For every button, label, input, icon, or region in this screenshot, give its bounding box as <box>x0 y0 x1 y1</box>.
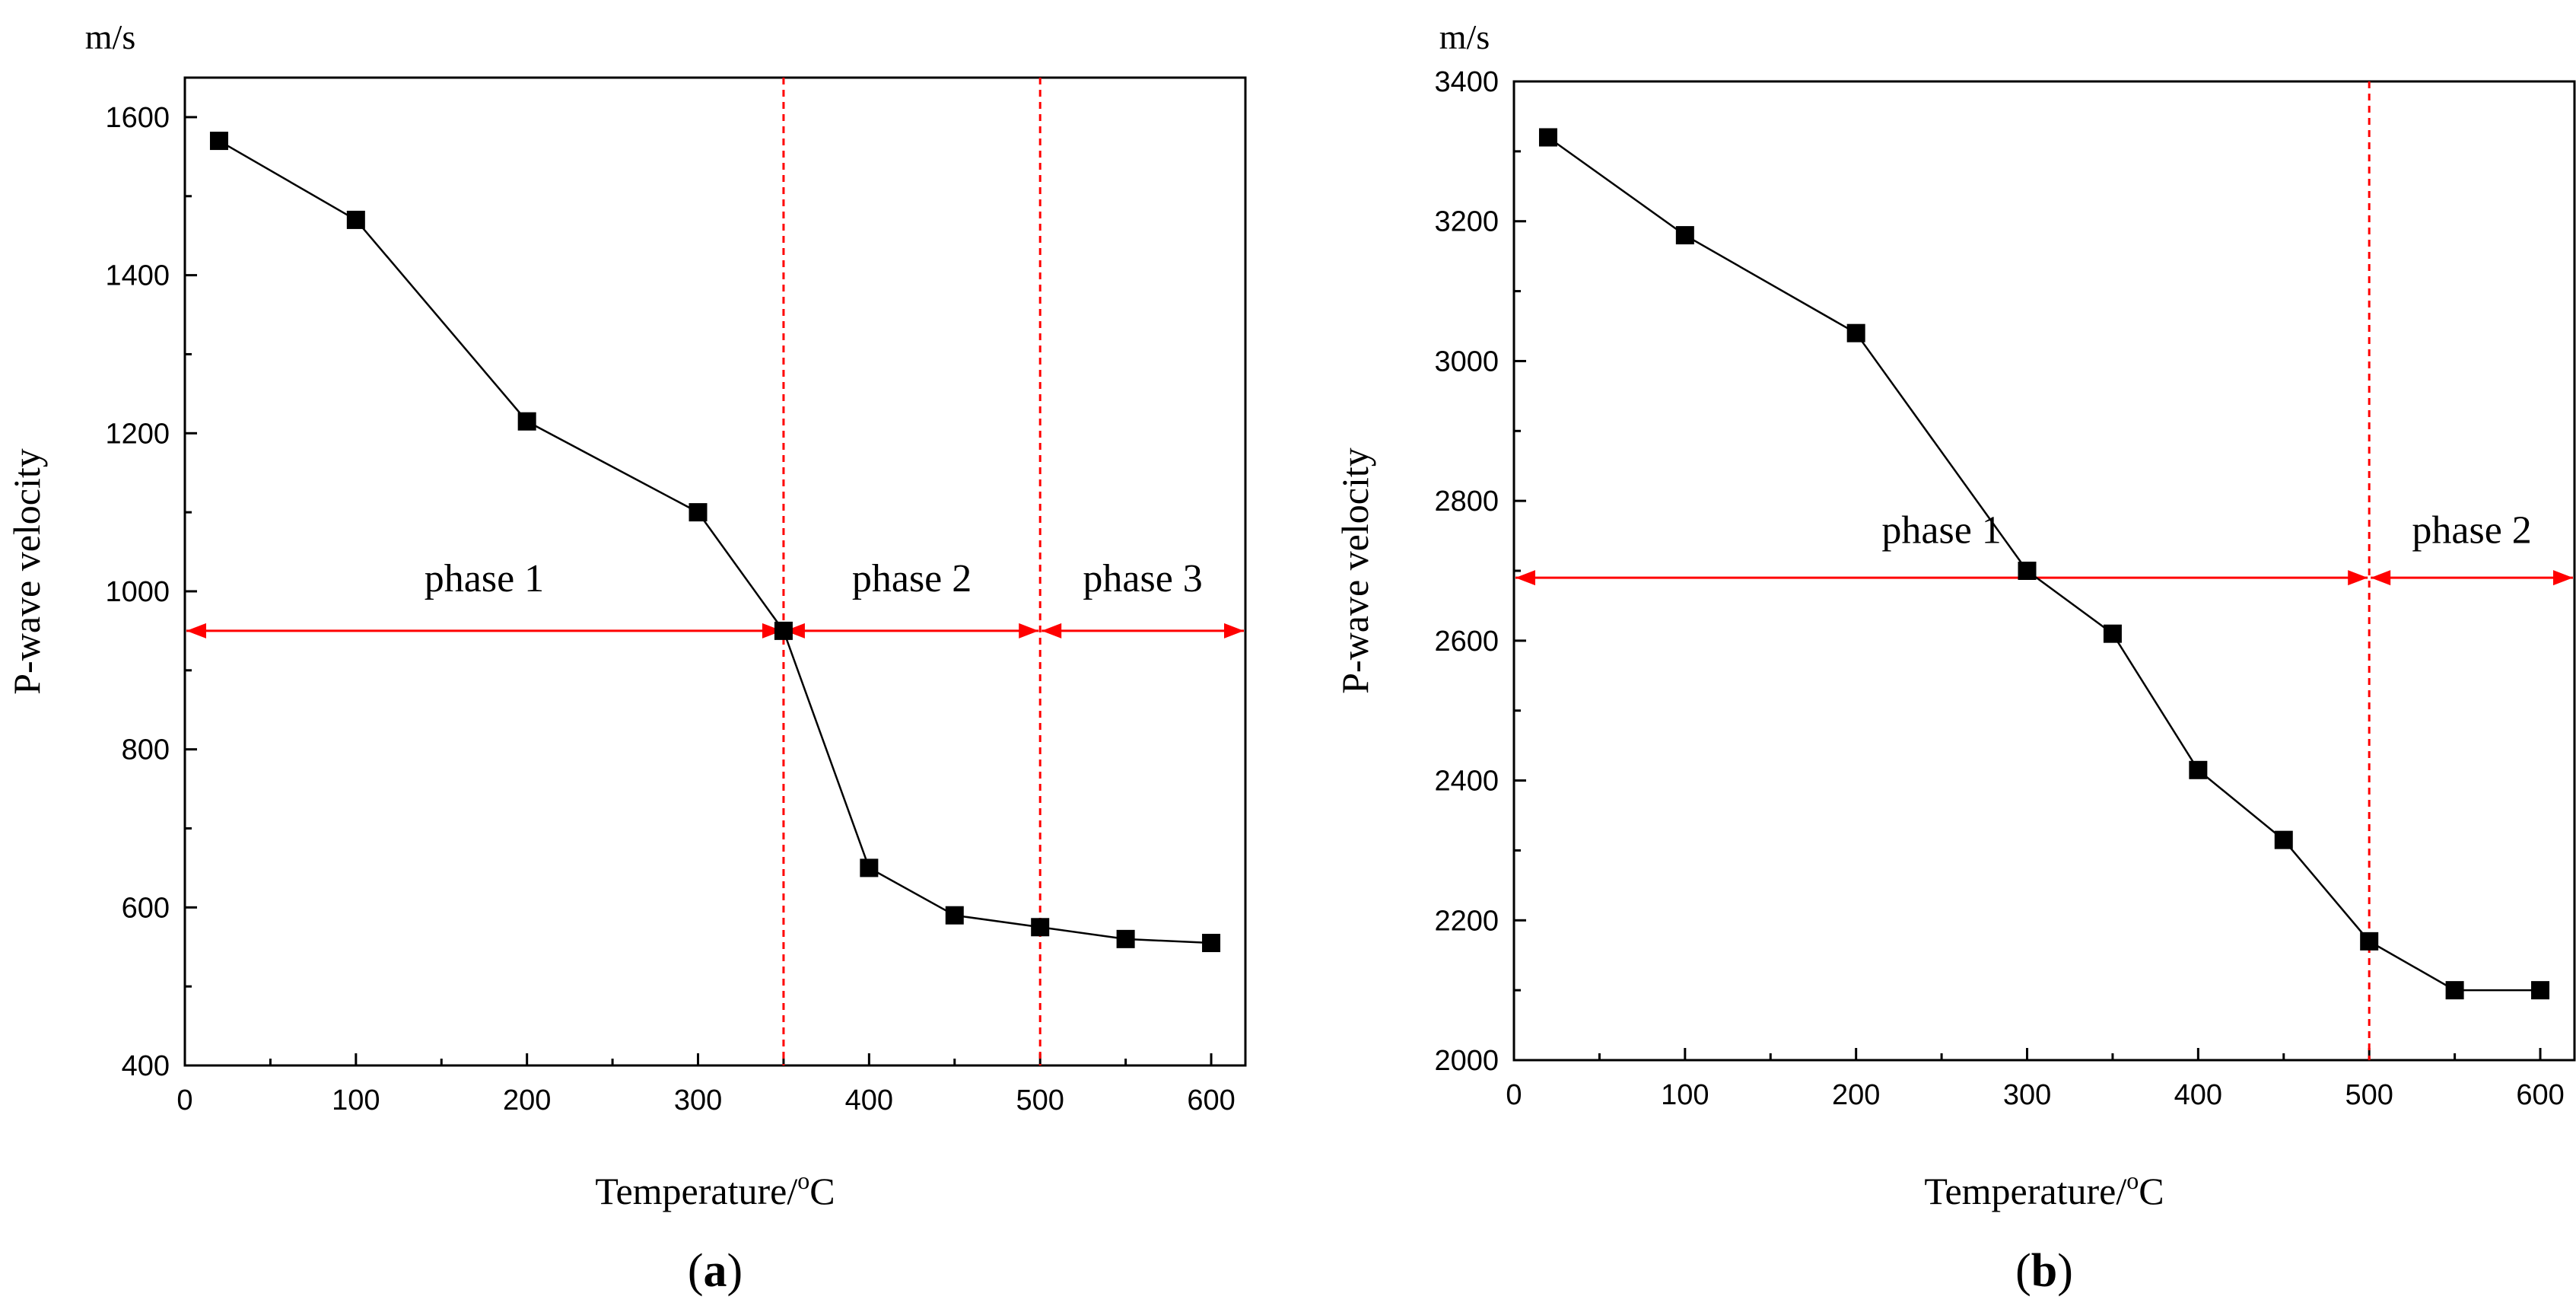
y-unit-label: m/s <box>1439 18 1490 56</box>
x-tick-label: 400 <box>2174 1079 2222 1111</box>
phase-arrowhead-right <box>2348 570 2368 586</box>
y-tick-label: 1600 <box>105 102 170 134</box>
phase-label: phase 1 <box>425 557 544 600</box>
y-tick-label: 400 <box>122 1050 170 1082</box>
x-axis-label: Temperature/oC <box>1924 1167 2164 1212</box>
y-tick-label: 2800 <box>1434 486 1499 518</box>
y-tick-label: 2400 <box>1434 766 1499 798</box>
data-point-marker <box>2018 562 2037 580</box>
phase-arrowhead-left <box>784 623 805 639</box>
y-tick-label: 2600 <box>1434 626 1499 658</box>
x-tick-label: 500 <box>2345 1079 2393 1111</box>
data-point-marker <box>2189 760 2208 779</box>
data-point-marker <box>1031 918 1050 937</box>
y-tick-label: 1200 <box>105 418 170 450</box>
panel-label-letter: b <box>2031 1245 2057 1297</box>
x-axis-label-text: Temperature/ <box>595 1170 797 1212</box>
x-tick-label: 100 <box>332 1084 380 1116</box>
phase-arrowhead-left <box>2371 570 2391 586</box>
y-tick-label: 1400 <box>105 260 170 292</box>
y-tick-label: 2000 <box>1434 1045 1499 1077</box>
phase-arrowhead-right <box>762 623 782 639</box>
x-axis-label: Temperature/oC <box>595 1167 835 1212</box>
y-tick-label: 1000 <box>105 576 170 608</box>
panel-label-open-paren: ( <box>2015 1245 2031 1297</box>
data-point-marker <box>346 210 365 229</box>
series-line <box>1547 136 2541 992</box>
phase-arrowhead-right <box>1224 623 1244 639</box>
x-tick-label: 300 <box>2003 1079 2051 1111</box>
data-point-marker <box>209 132 228 151</box>
data-point-marker <box>689 503 708 522</box>
y-axis-label: P-wave velocity <box>1334 447 1376 694</box>
panel-a: 0 100 200 300 400 500 600 400 600 800 1000 1200 1400… <box>5 18 1247 1297</box>
x-axis-label-degree: o <box>797 1167 809 1194</box>
phase-arrowhead-left <box>1515 570 1535 586</box>
panel-label-close-paren: ) <box>2057 1245 2073 1297</box>
x-tick-label: 200 <box>503 1084 551 1116</box>
phase-arrowhead-right <box>2553 570 2573 586</box>
data-point-marker <box>1846 323 1865 342</box>
data-point-marker <box>945 906 964 925</box>
data-point-marker <box>2445 981 2464 1000</box>
phase-arrowhead-left <box>1042 623 1062 639</box>
panel-label: (b) <box>2015 1245 2073 1297</box>
panel-label-close-paren: ) <box>727 1245 743 1297</box>
phase-label: phase 2 <box>2412 508 2531 552</box>
x-tick-label: 400 <box>845 1084 893 1116</box>
x-axis-label-unit: C <box>809 1170 835 1212</box>
phase-label: phase 1 <box>1881 508 2001 552</box>
y-tick-label: 800 <box>122 734 170 766</box>
x-tick-label: 200 <box>1832 1079 1880 1111</box>
panel-label-open-paren: ( <box>688 1245 704 1297</box>
phase-label: phase 3 <box>1083 557 1202 600</box>
y-tick-label: 600 <box>122 892 170 924</box>
data-point-marker <box>1538 128 1557 147</box>
panel-label-letter: a <box>704 1245 727 1297</box>
data-point-marker <box>2360 932 2379 951</box>
plot-frame <box>1512 80 2576 1062</box>
data-point-marker <box>860 858 879 877</box>
data-point-marker <box>774 621 793 640</box>
panel-label: (a) <box>688 1245 743 1297</box>
data-point-marker <box>1675 226 1694 245</box>
x-tick-label: 0 <box>177 1084 192 1116</box>
x-tick-label: 600 <box>2516 1079 2564 1111</box>
phase-arrowhead-right <box>1019 623 1039 639</box>
x-tick-label: 500 <box>1016 1084 1064 1116</box>
y-axis-label: P-wave velocity <box>5 448 48 695</box>
data-point-marker <box>517 412 536 431</box>
x-axis-label-unit: C <box>2139 1170 2164 1212</box>
plot-frame <box>183 76 1247 1067</box>
panel-b: 0 100 200 300 400 500 600 2000 2200 2400 2600 2800 3… <box>1334 18 2576 1297</box>
x-tick-label: 0 <box>1506 1079 1522 1111</box>
y-tick-label: 3000 <box>1434 346 1499 377</box>
data-point-marker <box>2531 981 2550 1000</box>
x-tick-label: 100 <box>1661 1079 1709 1111</box>
x-tick-label: 600 <box>1187 1084 1235 1116</box>
data-point-marker <box>2274 830 2293 849</box>
y-tick-label: 2200 <box>1434 905 1499 937</box>
phase-label: phase 2 <box>852 557 972 600</box>
y-tick-label: 3400 <box>1434 66 1499 98</box>
phase-arrowhead-left <box>186 623 206 639</box>
x-axis-label-text: Temperature/ <box>1924 1170 2126 1212</box>
data-point-marker <box>2103 624 2122 643</box>
data-point-marker <box>1202 934 1221 953</box>
data-point-marker <box>1116 929 1135 948</box>
x-axis-label-degree: o <box>2126 1167 2139 1194</box>
y-unit-label: m/s <box>85 18 135 56</box>
y-tick-label: 3200 <box>1434 206 1499 238</box>
x-tick-label: 300 <box>674 1084 722 1116</box>
series-line <box>218 139 1212 944</box>
